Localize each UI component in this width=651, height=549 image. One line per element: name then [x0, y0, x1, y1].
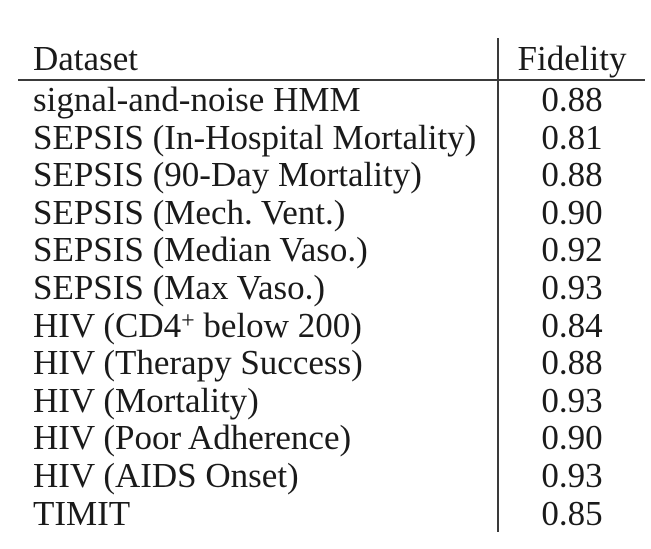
table-row: HIV (Poor Adherence) 0.90: [18, 419, 645, 457]
dataset-label: SEPSIS (In-Hospital Mortality): [33, 117, 477, 157]
dataset-label: SEPSIS (Max Vaso.): [33, 267, 326, 307]
fidelity-cell: 0.93: [497, 269, 645, 307]
dataset-label: below 200): [194, 305, 362, 345]
dataset-label: SEPSIS (Median Vaso.): [33, 230, 368, 270]
dataset-cell: SEPSIS (Mech. Vent.): [18, 192, 497, 232]
dataset-cell: HIV (Poor Adherence): [18, 419, 497, 457]
dataset-label: HIV (Mortality): [33, 380, 259, 420]
table-body: signal-and-noise HMM 0.88 SEPSIS (In-Hos…: [18, 81, 645, 533]
fidelity-cell: 0.92: [497, 231, 645, 269]
dataset-cell: HIV (CD4+ below 200): [18, 305, 497, 345]
table-row: signal-and-noise HMM 0.88: [18, 81, 645, 119]
dataset-label: HIV (AIDS Onset): [33, 455, 299, 495]
dataset-cell: SEPSIS (Max Vaso.): [18, 269, 497, 307]
table-row: HIV (Therapy Success) 0.88: [18, 344, 645, 382]
dataset-label: HIV (Poor Adherence): [33, 418, 352, 458]
fidelity-cell: 0.88: [497, 156, 645, 194]
table-row: HIV (CD4+ below 200) 0.84: [18, 305, 645, 345]
fidelity-cell: 0.90: [497, 194, 645, 232]
fidelity-cell: 0.93: [497, 382, 645, 420]
table-row: SEPSIS (90-Day Mortality) 0.88: [18, 156, 645, 194]
table-row: HIV (AIDS Onset) 0.93: [18, 457, 645, 495]
dataset-label: SEPSIS (Mech. Vent.): [33, 192, 346, 232]
dataset-cell: TIMIT: [18, 493, 497, 533]
dataset-label: SEPSIS (90-Day Mortality): [33, 155, 422, 195]
table-row: HIV (Mortality) 0.93: [18, 380, 645, 420]
dataset-label: TIMIT: [33, 493, 131, 533]
dataset-cell: HIV (AIDS Onset): [18, 457, 497, 495]
table-row: SEPSIS (Mech. Vent.) 0.90: [18, 192, 645, 232]
table-row: SEPSIS (In-Hospital Mortality) 0.81: [18, 117, 645, 157]
fidelity-cell: 0.90: [497, 419, 645, 457]
fidelity-cell: 0.93: [497, 457, 645, 495]
dataset-cell: HIV (Therapy Success): [18, 344, 497, 382]
header-dataset: Dataset: [33, 39, 138, 78]
table-row: SEPSIS (Median Vaso.) 0.92: [18, 231, 645, 269]
dataset-label: HIV (CD4: [33, 305, 182, 345]
table-row: SEPSIS (Max Vaso.) 0.93: [18, 269, 645, 307]
dataset-label: signal-and-noise HMM: [33, 80, 361, 119]
dataset-cell: SEPSIS (In-Hospital Mortality): [18, 117, 497, 157]
fidelity-cell: 0.85: [497, 494, 645, 533]
fidelity-cell: 0.88: [497, 344, 645, 382]
table-row: TIMIT 0.85: [18, 493, 645, 533]
dataset-cell: signal-and-noise HMM: [18, 81, 497, 119]
dataset-cell: SEPSIS (Median Vaso.): [18, 231, 497, 269]
dataset-cell: SEPSIS (90-Day Mortality): [18, 156, 497, 194]
dataset-cell: HIV (Mortality): [18, 380, 497, 420]
superscript-text: +: [181, 307, 195, 334]
fidelity-table: Dataset Fidelity signal-and-noise HMM 0.…: [18, 38, 645, 533]
fidelity-cell: 0.84: [497, 306, 645, 345]
header-fidelity: Fidelity: [497, 38, 645, 79]
fidelity-cell: 0.88: [497, 81, 645, 119]
fidelity-cell: 0.81: [497, 118, 645, 157]
dataset-label: HIV (Therapy Success): [33, 343, 363, 383]
table-header-row: Dataset Fidelity: [18, 38, 645, 81]
